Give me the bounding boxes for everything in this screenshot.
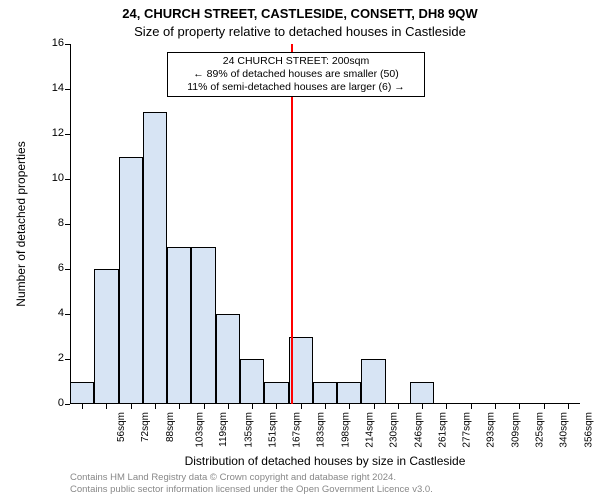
y-tick	[65, 359, 70, 360]
y-tick-label: 16	[36, 37, 64, 49]
bars-layer	[70, 44, 580, 404]
x-tick	[544, 404, 545, 409]
x-tick-label: 198sqm	[340, 412, 351, 448]
x-tick-label: 356sqm	[583, 412, 594, 448]
y-tick-label: 8	[36, 217, 64, 229]
histogram-bar	[70, 382, 94, 405]
x-tick-label: 230sqm	[389, 412, 400, 448]
x-tick	[131, 404, 132, 409]
x-tick	[422, 404, 423, 409]
y-tick-label: 14	[36, 82, 64, 94]
x-tick	[106, 404, 107, 409]
histogram-bar	[216, 314, 240, 404]
y-tick	[65, 44, 70, 45]
chart-title-secondary: Size of property relative to detached ho…	[0, 24, 600, 39]
y-tick-label: 6	[36, 262, 64, 274]
x-tick-label: 214sqm	[365, 412, 376, 448]
y-tick-label: 10	[36, 172, 64, 184]
y-axis-label: Number of detached properties	[14, 44, 34, 404]
x-tick	[252, 404, 253, 409]
x-tick	[276, 404, 277, 409]
x-tick-label: 340sqm	[559, 412, 570, 448]
x-tick-label: 293sqm	[486, 412, 497, 448]
x-tick	[495, 404, 496, 409]
x-tick-label: 88sqm	[165, 412, 176, 442]
footer-line-2: Contains public sector information licen…	[70, 484, 580, 495]
x-tick	[325, 404, 326, 409]
y-tick-label: 0	[36, 397, 64, 409]
plot-area: 24 CHURCH STREET: 200sqm← 89% of detache…	[70, 44, 580, 404]
x-tick	[398, 404, 399, 409]
x-tick	[204, 404, 205, 409]
x-tick-label: 135sqm	[243, 412, 254, 448]
x-tick	[82, 404, 83, 409]
histogram-bar	[167, 247, 191, 405]
x-tick-label: 103sqm	[195, 412, 206, 448]
x-tick-label: 183sqm	[316, 412, 327, 448]
y-tick	[65, 224, 70, 225]
histogram-bar	[191, 247, 215, 405]
x-tick	[519, 404, 520, 409]
x-axis-label: Distribution of detached houses by size …	[70, 454, 580, 468]
reference-line	[291, 44, 293, 404]
y-tick-label: 2	[36, 352, 64, 364]
histogram-bar	[143, 112, 167, 405]
y-tick-label: 12	[36, 127, 64, 139]
footer-line-1: Contains HM Land Registry data © Crown c…	[70, 472, 580, 483]
x-tick-label: 277sqm	[462, 412, 473, 448]
y-tick	[65, 134, 70, 135]
x-tick-label: 325sqm	[535, 412, 546, 448]
annotation-line: ← 89% of detached houses are smaller (50…	[172, 68, 420, 81]
y-tick-label: 4	[36, 307, 64, 319]
x-tick	[301, 404, 302, 409]
histogram-bar	[313, 382, 337, 405]
x-tick-label: 261sqm	[437, 412, 448, 448]
x-tick-label: 72sqm	[140, 412, 151, 442]
x-tick	[155, 404, 156, 409]
annotation-line: 24 CHURCH STREET: 200sqm	[172, 55, 420, 68]
x-tick-label: 167sqm	[292, 412, 303, 448]
chart-container: 24, CHURCH STREET, CASTLESIDE, CONSETT, …	[0, 0, 600, 500]
histogram-bar	[264, 382, 288, 405]
chart-title-primary: 24, CHURCH STREET, CASTLESIDE, CONSETT, …	[0, 6, 600, 21]
x-tick-label: 151sqm	[267, 412, 278, 448]
y-axis-line	[70, 44, 71, 404]
x-tick	[568, 404, 569, 409]
y-tick	[65, 89, 70, 90]
x-tick	[349, 404, 350, 409]
histogram-bar	[337, 382, 361, 405]
x-tick	[179, 404, 180, 409]
x-tick	[374, 404, 375, 409]
x-tick	[228, 404, 229, 409]
y-tick	[65, 179, 70, 180]
x-tick	[471, 404, 472, 409]
x-tick	[446, 404, 447, 409]
histogram-bar	[119, 157, 143, 405]
histogram-bar	[240, 359, 264, 404]
y-tick	[65, 314, 70, 315]
x-tick-label: 56sqm	[116, 412, 127, 442]
histogram-bar	[410, 382, 434, 405]
histogram-bar	[361, 359, 385, 404]
histogram-bar	[94, 269, 118, 404]
annotation-box: 24 CHURCH STREET: 200sqm← 89% of detache…	[167, 52, 425, 97]
annotation-line: 11% of semi-detached houses are larger (…	[172, 81, 420, 94]
y-tick	[65, 269, 70, 270]
x-tick-label: 246sqm	[413, 412, 424, 448]
x-tick-label: 119sqm	[218, 412, 229, 447]
y-tick	[65, 404, 70, 405]
x-tick-label: 309sqm	[510, 412, 521, 448]
